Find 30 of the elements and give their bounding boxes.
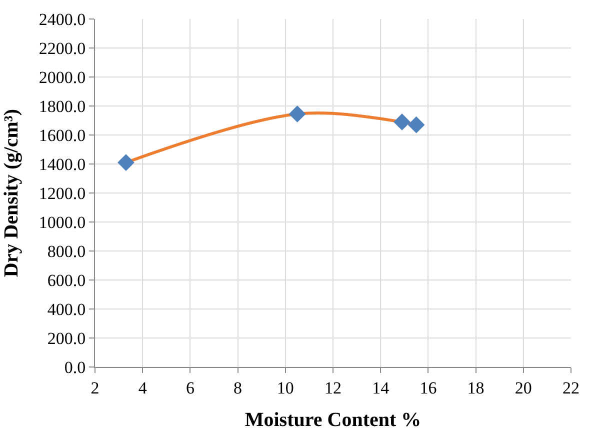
y-tick-label: 2400.0 — [38, 10, 86, 29]
x-tick-label: 4 — [138, 378, 148, 398]
y-tick-label: 1200.0 — [38, 184, 86, 203]
x-tick-label: 10 — [276, 378, 294, 398]
x-tick-label: 16 — [420, 378, 437, 398]
x-tick-label: 20 — [514, 378, 532, 398]
y-tick-label: 800.0 — [47, 242, 86, 261]
point — [117, 154, 134, 171]
x-tick-label: 18 — [467, 378, 484, 398]
y-tick-label: 0.0 — [64, 358, 86, 377]
x-axis-title: Moisture Content % — [244, 408, 422, 431]
y-tick-label: 400.0 — [47, 300, 86, 319]
y-tick-label: 1000.0 — [38, 212, 86, 232]
y-tick-label: 2200.0 — [38, 38, 86, 58]
point — [408, 116, 425, 134]
x-tick-label: 22 — [562, 378, 580, 398]
y-tick-label: 2000.0 — [38, 68, 86, 87]
y-tick-label: 600.0 — [47, 270, 86, 290]
y-tick-label: 200.0 — [47, 328, 86, 348]
y-tick-label: 1800.0 — [38, 96, 86, 116]
y-tick-label: 1400.0 — [38, 154, 86, 174]
y-tick-label: 1600.0 — [38, 126, 86, 145]
x-tick-label: 14 — [372, 378, 390, 398]
point — [288, 106, 306, 122]
x-tick-label: 8 — [234, 378, 242, 398]
point — [394, 114, 410, 130]
x-tick-label: 6 — [186, 378, 194, 398]
x-tick-label: 2 — [90, 378, 100, 398]
y-axis-title: Dry Density (g/cm³) — [0, 108, 22, 278]
x-tick-label: 12 — [324, 378, 342, 398]
